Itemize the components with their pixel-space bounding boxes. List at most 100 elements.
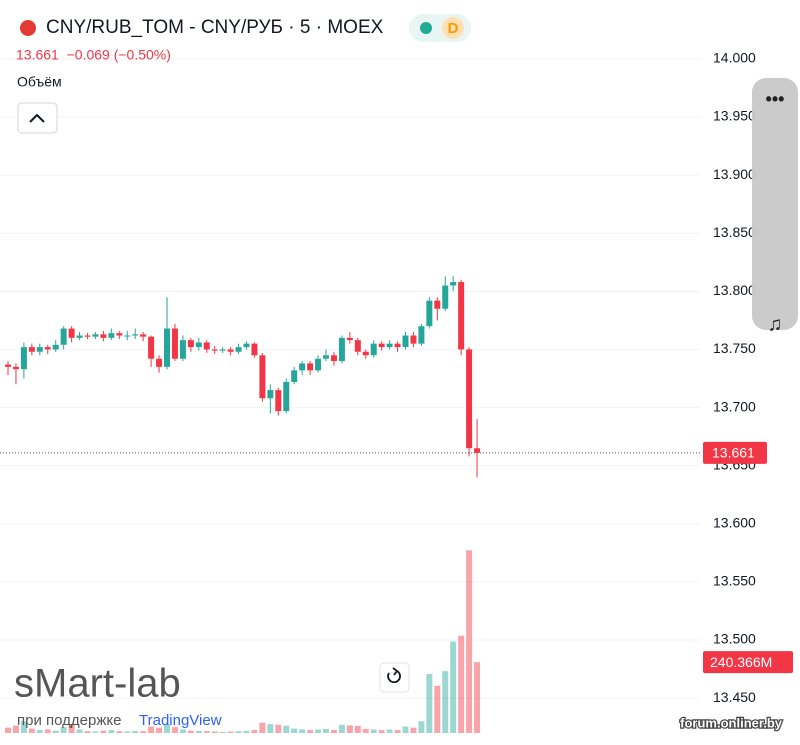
volume-bar — [410, 727, 417, 733]
volume-bar — [291, 728, 298, 733]
volume-bar — [124, 731, 131, 733]
support-brand: TradingView — [139, 712, 222, 729]
candle-body — [370, 343, 377, 356]
candle-body — [418, 326, 425, 344]
volume-bar — [227, 731, 234, 733]
candle-body — [354, 340, 361, 352]
y-tick-label: 13.600 — [713, 514, 756, 530]
candle-body — [132, 334, 139, 336]
candle-body — [219, 349, 226, 351]
badge-letter: D — [448, 20, 459, 37]
volume-bar — [466, 550, 473, 733]
last-price-label: 13.661 — [712, 445, 755, 461]
volume-bar — [5, 727, 11, 733]
plot: 14.000 13.950 13.900 13.850 13.800 13.750 13.7… — [0, 50, 793, 733]
volume-bar — [92, 731, 99, 733]
volume-bar — [259, 722, 266, 733]
badge-circle — [442, 17, 464, 39]
volume-bar — [442, 671, 449, 733]
candle-body — [36, 347, 43, 352]
y-tick-label: 13.950 — [713, 108, 756, 124]
candle-body — [187, 340, 194, 348]
candle-body — [164, 328, 170, 367]
candle-body — [299, 363, 306, 371]
volume-bar — [52, 730, 59, 733]
candle-body — [426, 300, 433, 327]
volume-bar — [315, 729, 322, 733]
volume-bar — [219, 731, 226, 733]
candle-body — [76, 335, 83, 338]
candle-body — [315, 358, 322, 371]
y-tick-label: 13.800 — [713, 282, 756, 298]
candle-body — [12, 366, 19, 370]
collapse-button[interactable] — [17, 102, 58, 134]
volume-bar — [44, 729, 51, 733]
volume-bar — [76, 729, 83, 733]
y-tick-label: 13.750 — [713, 340, 756, 356]
candle-body — [116, 333, 123, 336]
candle-body — [227, 349, 234, 352]
candle-body — [84, 335, 91, 337]
volume-bar — [426, 674, 433, 733]
candle-body — [203, 342, 210, 350]
volume-bar — [267, 724, 274, 733]
candle-body — [251, 343, 258, 356]
candle-body — [195, 342, 202, 348]
candle-body — [92, 334, 99, 337]
chart-title: CNY/RUB_TOM - CNY/РУБ · 5 · MOEX — [46, 17, 384, 38]
volume-label: Объём — [17, 74, 62, 90]
candle-body — [124, 335, 131, 337]
candle-body — [410, 335, 417, 344]
candle-body — [450, 282, 457, 286]
candle-body — [60, 328, 67, 345]
volume-bar — [156, 727, 163, 733]
volume-bar — [434, 685, 441, 733]
volume-bar — [36, 730, 43, 733]
volume-bar — [132, 730, 139, 733]
candle-body — [458, 282, 465, 350]
volume-bar — [84, 731, 91, 733]
note-icon[interactable]: ♫ — [768, 313, 783, 335]
candle-body — [171, 328, 178, 359]
volume-bar — [164, 724, 170, 733]
candle-body — [466, 349, 473, 449]
volume-bar — [60, 727, 67, 733]
side-panel[interactable] — [752, 78, 798, 330]
volume-bar — [203, 731, 210, 733]
candle-body — [179, 340, 186, 359]
candle-body — [259, 355, 266, 399]
volume-bar — [346, 725, 353, 733]
reset-button[interactable] — [379, 662, 410, 693]
candle-body — [394, 343, 401, 348]
volume-bar — [179, 729, 186, 733]
volume-bar — [20, 721, 27, 733]
candle-body — [156, 358, 163, 367]
candle-body — [267, 390, 274, 399]
candle-body — [44, 347, 51, 350]
volume-bar — [68, 724, 75, 733]
candle-body — [386, 343, 393, 348]
menu-dots[interactable]: ••• — [766, 89, 785, 109]
candle-body — [338, 337, 345, 362]
status-dot — [420, 22, 432, 34]
y-tick-label: 13.700 — [713, 398, 756, 414]
flag-icon — [20, 20, 36, 36]
candle-body — [291, 370, 298, 382]
volume-bar — [275, 724, 282, 733]
volume-bar — [100, 730, 107, 733]
volume-bar — [251, 730, 258, 733]
y-tick-label: 13.450 — [713, 689, 756, 705]
volume-bar — [171, 727, 178, 733]
reset-icon — [387, 667, 401, 684]
volume-bar — [362, 728, 369, 733]
volume-bar — [195, 730, 202, 733]
y-tick-label: 13.500 — [713, 631, 756, 647]
volume-bar — [418, 721, 425, 733]
volume-bar — [354, 725, 361, 733]
volume-bar — [378, 730, 385, 733]
volume-bar — [211, 731, 218, 733]
volume-bar — [148, 726, 155, 733]
candle-body — [346, 337, 353, 341]
